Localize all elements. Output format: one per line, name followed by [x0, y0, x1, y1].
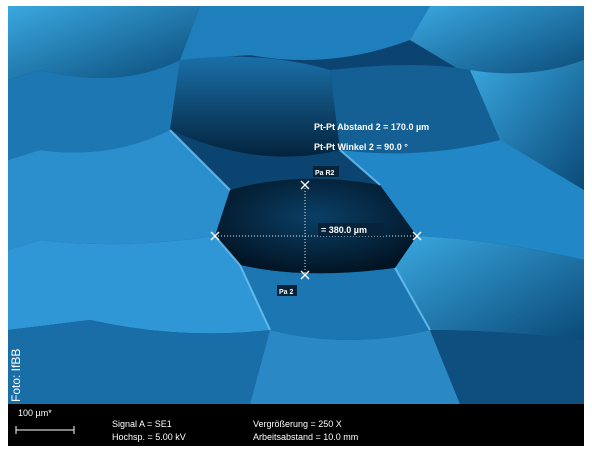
info-text: Arbeitsabstand = 10.0 mm [253, 432, 358, 442]
distance-label: Pt-Pt Abstand 2 = 170.0 µm [314, 122, 429, 132]
measurement-points [210, 180, 422, 280]
scale-label: 100 µm* [18, 408, 52, 418]
point-label: Pa 2 [279, 289, 294, 296]
info-bar [8, 404, 584, 446]
photo-credit: Foto: IfBB [9, 349, 23, 402]
info-text: Vergrößerung = 250 X [253, 419, 342, 429]
info-text: Signal A = SE1 [112, 419, 172, 429]
angle-label: Pt-Pt Winkel 2 = 90.0 ° [314, 142, 408, 152]
foam-cells [8, 6, 584, 404]
horizontal-label: = 380.0 µm [321, 225, 367, 235]
scale-bar [15, 426, 75, 434]
point-label: Pa R2 [315, 170, 335, 177]
info-text: Hochsp. = 5.00 kV [112, 432, 186, 442]
